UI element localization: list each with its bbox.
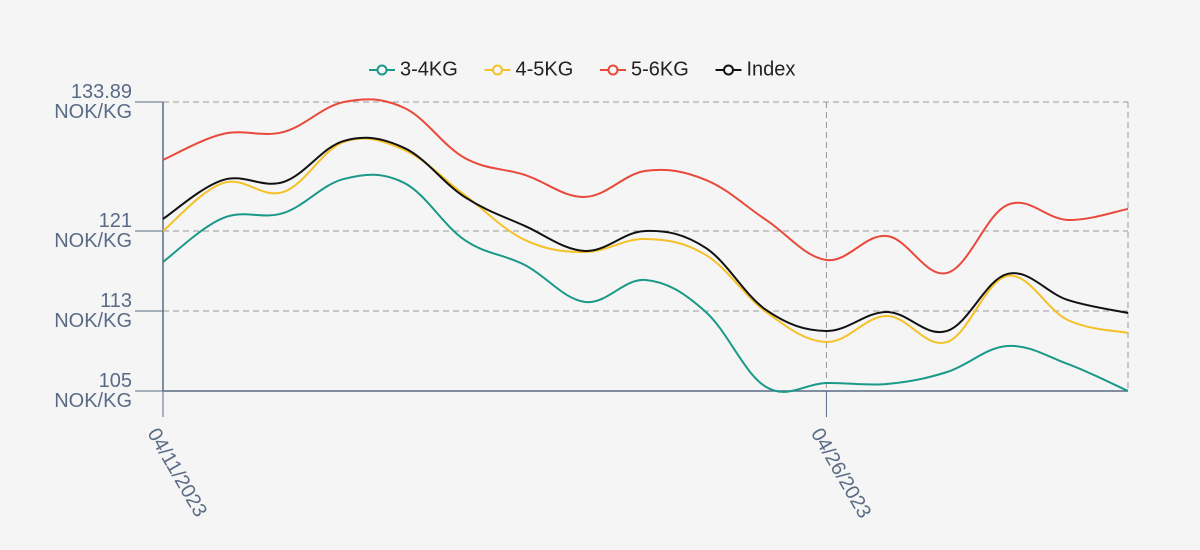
legend-label: 3-4KG [400,58,458,80]
line [162,98,1129,275]
y-tick-label: 121 NOK/KG [54,209,133,252]
legend-label: Index [747,58,796,80]
legend-marker [723,64,734,76]
y-tick-label: 105 NOK/KG [54,370,133,412]
legend-marker [376,64,388,76]
legend-marker [607,64,619,76]
legend-label: 5-6KG [631,58,689,80]
line [162,136,1129,334]
y-tick-label: 133.89 NOK/KG [54,81,132,123]
legend-item: 4-5KG [484,58,574,80]
legend-item: 3-4KG [369,58,458,80]
line [162,137,1129,344]
line [162,173,1129,393]
legend-item: Index [715,58,796,80]
y-tick-label: 113 NOK/KG [54,289,133,332]
x-tick-label: 04/11/2023 [143,425,211,521]
x-tick-label: 04/26/2023 [806,425,875,523]
legend-label: 4-5KG [516,58,574,80]
legend-marker [492,64,503,76]
legend-item: 5-6KG [600,58,689,80]
